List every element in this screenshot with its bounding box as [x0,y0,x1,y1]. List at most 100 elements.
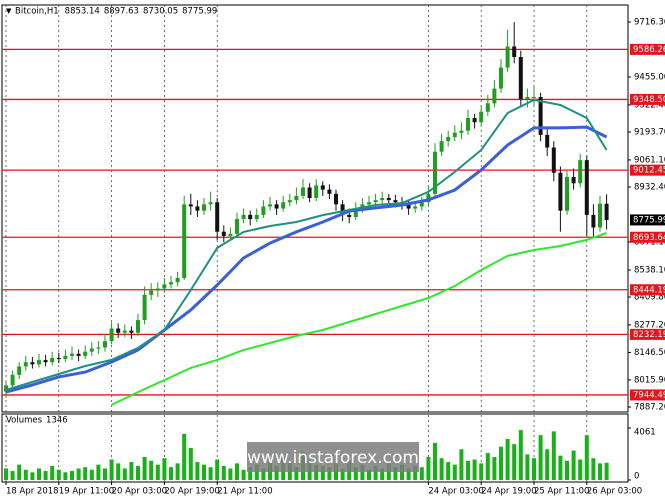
candle-body [545,134,550,148]
level-tag [630,164,665,176]
volume-bar [155,464,160,480]
candle-body [525,96,530,100]
x-tick-label: 24 Apr 03:00 [428,487,483,497]
candle-body [215,202,220,232]
symbol: Bitcoin,H1 [15,7,59,17]
candle-body [446,136,451,142]
y-tick-label: 8409.80 [634,292,665,302]
x-tick-label: 24 Apr 19:00 [481,487,536,497]
y-tick-label: 9322.40 [634,100,665,110]
volume-bar [50,465,55,480]
candle-body [433,151,437,194]
header-value: 8853.14 [65,7,100,17]
volume-bar [70,471,74,480]
candle-body [307,187,312,199]
level-label: 9586.26 [633,45,665,55]
volume-bar [373,465,378,480]
candle-body [373,200,378,203]
moving-averages [5,98,608,406]
candle-body [221,231,226,236]
candle-body [63,355,68,360]
volume-tick-label: 0 [634,472,639,482]
volume-bar [340,468,345,480]
volume-bar [254,464,259,480]
candle-body [116,328,121,333]
candle-body [413,206,418,209]
volume-bar [63,472,68,480]
volume-bar [604,462,609,480]
volume-bar [545,449,550,480]
candle-body [334,193,338,205]
volume-bar [446,462,451,480]
candle-body [598,203,602,228]
level-tag [630,93,665,105]
candle-body [37,360,41,365]
candle-body [419,202,424,207]
last-price-tag [630,214,665,226]
price-frame [1,4,629,413]
y-tick-label: 9061.10 [634,155,665,165]
level-tag [630,328,665,340]
candle-body [604,203,609,220]
volume-bar [492,456,497,480]
volume-bar [558,455,563,480]
y-tick-label: 8015.90 [634,375,665,385]
x-tick-label: 18 Apr 2018 [6,487,59,497]
header-value: 8730.05 [143,7,178,17]
candle-body [565,176,569,211]
volume-bar [89,469,94,480]
volume-bar [162,458,167,480]
volume-bar [406,468,411,480]
candle-body [241,214,246,220]
volume-bar [584,435,589,480]
candle-body [532,96,536,98]
level-label: 9012.45 [633,166,665,176]
watermark: www.instaforex.com [247,448,419,468]
volume-bar [83,467,88,480]
moving-average [5,98,608,391]
volume-bar [96,464,101,480]
volume-bar [499,446,503,480]
candle-body [512,46,517,58]
header: Bitcoin,H1 8853.14 8897.63 8730.05 8775.99 [15,7,217,17]
volume-bar [518,430,523,480]
volume-bar [426,456,431,480]
candle-body [538,96,543,135]
candle-body [89,348,94,352]
level-label: 8444.19 [633,285,665,295]
volume-bar [202,464,206,480]
volume-bar [248,467,253,480]
candle-body [268,204,272,207]
volume-bar [571,450,576,480]
volume-bar [598,463,602,480]
volume-bar [433,442,437,480]
y-tick-label: 9716.36 [634,17,665,27]
volume-bar [182,433,187,480]
volume-bar [56,469,61,480]
volume-bar [228,468,233,480]
candle-body [182,204,187,279]
x-tick-label: 25 Apr 11:00 [534,487,589,497]
candle-body [129,330,134,333]
candle-body [499,67,503,89]
y-tick-label: 8146.50 [634,348,665,358]
candle-body [4,385,8,392]
volume-bar [43,471,48,480]
last-price-label: 8775.99 [633,215,665,225]
candle-body [235,219,239,234]
candle-body [175,278,180,283]
header-value: 8897.63 [104,7,139,17]
candle-body [518,57,523,100]
volume-bar [188,447,193,480]
candle-body [248,214,253,220]
candle-body [320,185,325,190]
candle-body [386,198,391,201]
candle-body [142,294,147,321]
y-tick-label: 8277.20 [634,320,665,330]
volume-bar [136,465,140,480]
candle-body [439,141,444,152]
volume-bar [149,460,154,480]
candle-body [96,347,101,349]
candle-body [287,200,292,203]
